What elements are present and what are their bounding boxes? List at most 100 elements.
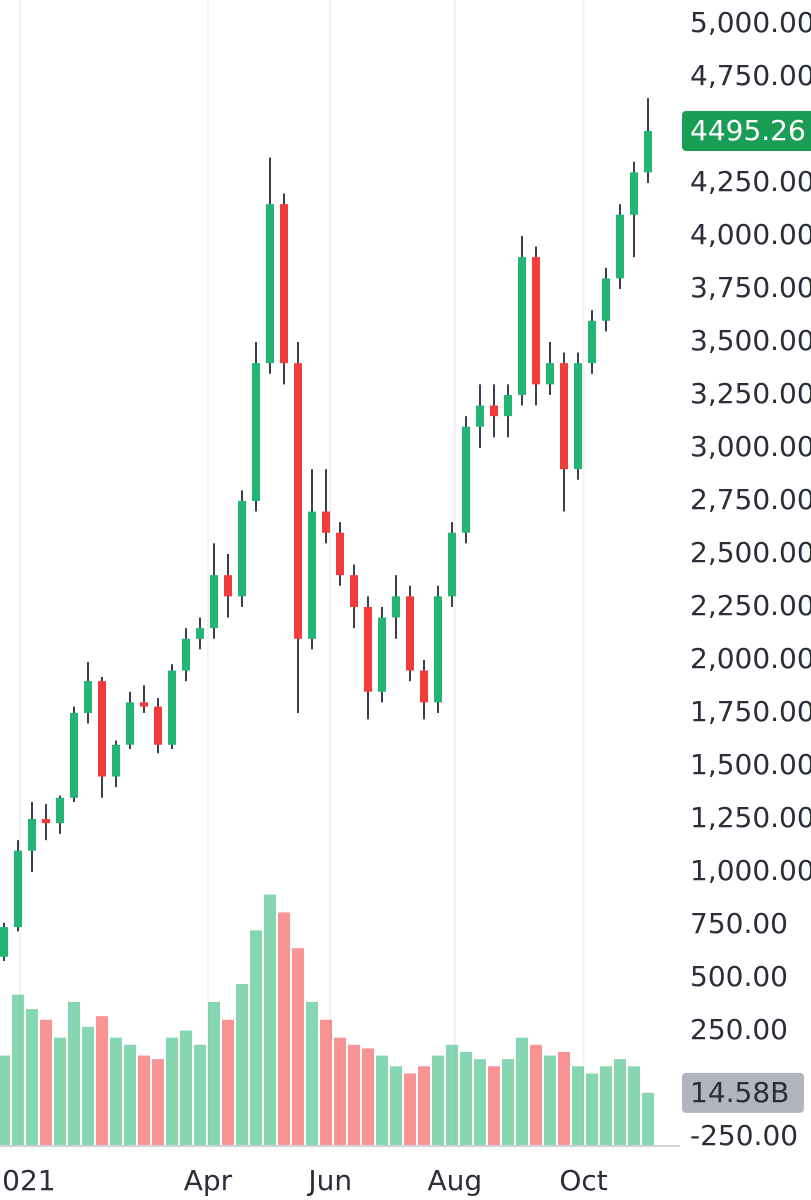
candle-body <box>294 363 302 639</box>
candle-body <box>168 670 176 745</box>
volume-bar <box>40 1019 52 1145</box>
candle-body <box>518 257 526 395</box>
price-badge <box>682 110 811 151</box>
volume-bar <box>292 948 304 1145</box>
y-tick-label: 3,000.00 <box>690 430 811 463</box>
volume-bar <box>54 1037 66 1145</box>
volume-bar <box>586 1073 598 1145</box>
volume-bar <box>320 1019 332 1145</box>
volume-bar <box>572 1066 584 1145</box>
candle-body <box>182 638 190 671</box>
candle-body <box>350 575 358 607</box>
candle-body <box>224 575 232 597</box>
candle-body <box>42 818 50 824</box>
y-tick-label: 4,250.00 <box>690 165 811 198</box>
candle-body <box>56 797 64 824</box>
volume-bar <box>96 1016 108 1145</box>
x-tick-label: Jun <box>306 1164 352 1197</box>
volume-bar <box>82 1026 94 1145</box>
volume-bar <box>376 1055 388 1145</box>
volume-bar <box>278 912 290 1145</box>
volume-bar <box>488 1066 500 1145</box>
volume-bar <box>334 1037 346 1145</box>
candle-body <box>0 927 8 957</box>
volume-bar <box>600 1066 612 1145</box>
candle-body <box>140 702 148 707</box>
volume-bar <box>250 930 262 1145</box>
x-tick-label: Aug <box>427 1164 482 1197</box>
candle-body <box>280 204 288 364</box>
volume-bar <box>614 1059 626 1145</box>
candle-body <box>364 606 372 692</box>
x-tick-label: Oct <box>559 1164 607 1197</box>
candle-body <box>504 394 512 417</box>
candle-body <box>602 278 610 321</box>
y-tick-label: 2,500.00 <box>690 536 811 569</box>
candle-body <box>126 702 134 745</box>
volume-bar <box>110 1037 122 1145</box>
volume-bar <box>460 1051 472 1145</box>
y-tick-label: 4,000.00 <box>690 218 811 251</box>
candle-body <box>392 596 400 618</box>
x-tick-label: 2021 <box>0 1164 56 1197</box>
candle-body <box>644 130 652 173</box>
candle-body <box>532 257 540 385</box>
y-tick-label: 1,500.00 <box>690 748 811 781</box>
y-tick-label: 5,000.00 <box>690 6 811 39</box>
candle-body <box>336 532 344 576</box>
volume-bar <box>152 1059 164 1145</box>
volume-bar <box>236 983 248 1145</box>
volume-bar <box>474 1059 486 1145</box>
y-tick-label: 250.00 <box>690 1013 788 1046</box>
candle-body <box>154 706 162 745</box>
y-tick-label: 3,750.00 <box>690 271 811 304</box>
y-tick-label: 3,250.00 <box>690 377 811 410</box>
candle-body <box>448 532 456 597</box>
candle-body <box>434 596 442 703</box>
candle-body <box>574 363 582 470</box>
volume-bar <box>516 1037 528 1145</box>
candle-body <box>210 575 218 629</box>
y-tick-label: 2,000.00 <box>690 642 811 675</box>
volume-bar <box>306 1001 318 1145</box>
volume-bar <box>418 1066 430 1145</box>
y-tick-label: -250.00 <box>690 1119 798 1152</box>
candle-body <box>630 172 638 215</box>
candle-body <box>490 405 498 417</box>
price-label: 4495.26 <box>690 114 806 147</box>
candle-body <box>98 681 106 777</box>
volume-bar <box>68 1001 80 1145</box>
volume-bar <box>530 1044 542 1145</box>
candle-body <box>462 426 470 533</box>
volume-bar <box>222 1019 234 1145</box>
candle-body <box>322 511 330 533</box>
volume-bar <box>0 1055 10 1145</box>
candle-body <box>266 204 274 364</box>
volume-bar <box>348 1044 360 1145</box>
volume-bar <box>362 1048 374 1145</box>
volume-bar <box>502 1059 514 1145</box>
candle-body <box>14 850 22 928</box>
volume-badge <box>682 1072 804 1113</box>
volume-bar <box>264 894 276 1145</box>
volume-bar <box>208 1001 220 1145</box>
candle-body <box>616 214 624 279</box>
volume-bar <box>166 1037 178 1145</box>
candle-body <box>476 405 484 427</box>
volume-bar <box>124 1044 136 1145</box>
volume-bar <box>544 1055 556 1145</box>
volume-bar <box>390 1066 402 1145</box>
volume-label: 14.58B <box>690 1076 789 1109</box>
volume-bar <box>12 994 24 1145</box>
volume-bar <box>628 1066 640 1145</box>
candle-body <box>70 712 78 798</box>
candle-body <box>238 500 246 597</box>
y-tick-label: 750.00 <box>690 907 788 940</box>
y-tick-label: 1,750.00 <box>690 695 811 728</box>
candle-body <box>252 363 260 501</box>
candle-body <box>406 596 414 671</box>
y-tick-label: 1,000.00 <box>690 854 811 887</box>
candle-body <box>308 511 316 639</box>
volume-bar <box>432 1055 444 1145</box>
